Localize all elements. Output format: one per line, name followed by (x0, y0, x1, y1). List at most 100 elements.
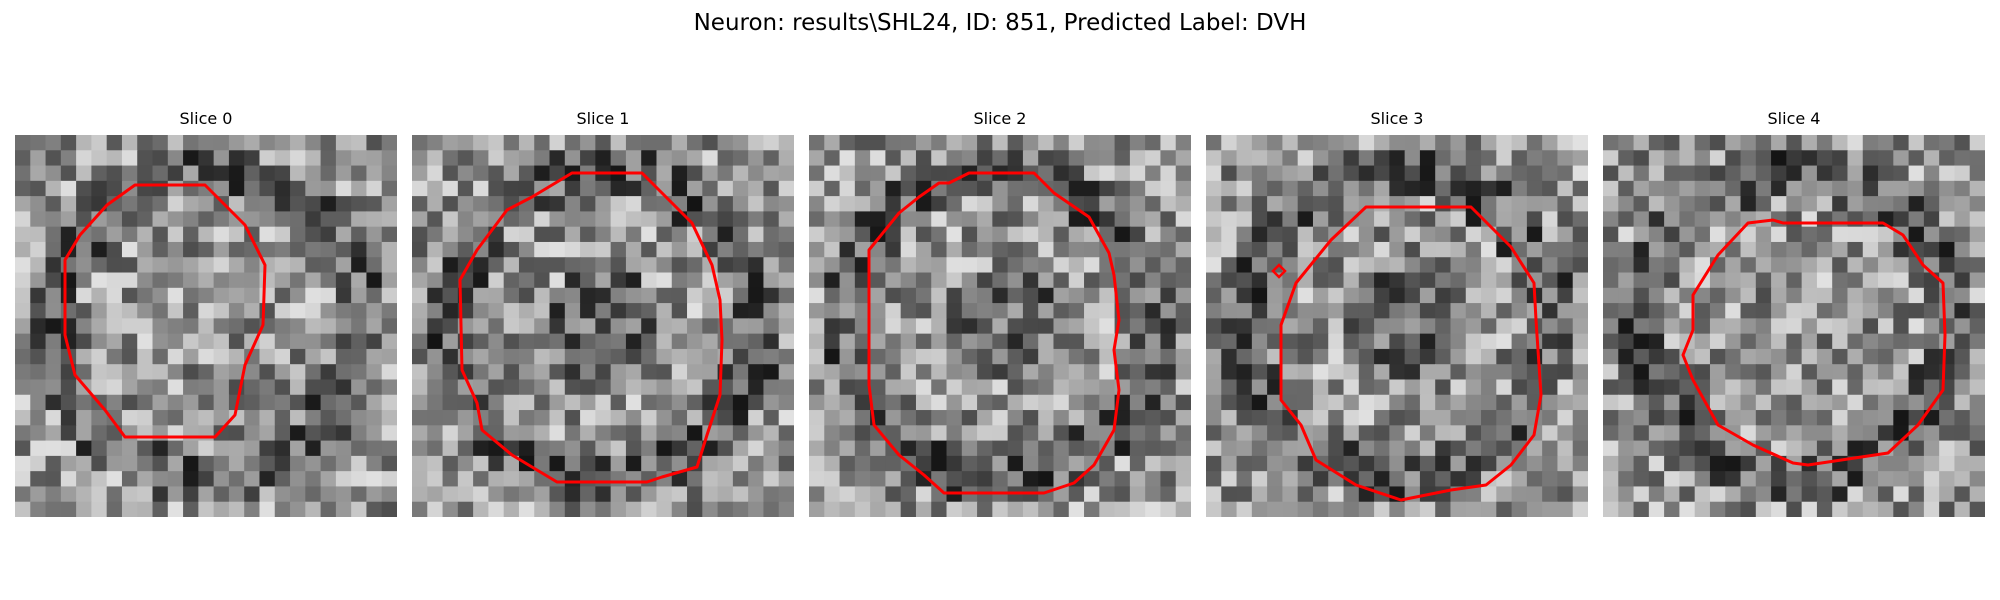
pixel (961, 394, 978, 411)
pixel (1923, 501, 1940, 517)
pixel (778, 318, 794, 335)
pixel (1358, 364, 1375, 381)
pixel (473, 303, 489, 319)
pixel (1572, 196, 1588, 212)
pixel (76, 272, 92, 289)
pixel (1389, 394, 1406, 411)
pixel (1725, 333, 1742, 350)
pixel (1312, 303, 1329, 319)
pixel (885, 135, 902, 151)
slice-panel-2: Slice 2 (809, 109, 1191, 517)
pixel (1740, 165, 1757, 182)
pixel (1022, 379, 1039, 396)
pixel (305, 348, 322, 365)
pixel (290, 318, 306, 335)
pixel (412, 455, 428, 472)
pixel (1939, 440, 1956, 457)
pixel (152, 318, 169, 335)
pixel (45, 272, 62, 289)
pixel (473, 241, 489, 258)
pixel (1267, 379, 1283, 396)
pixel (1175, 333, 1191, 350)
pixel (518, 333, 535, 350)
pixel (1618, 272, 1635, 289)
pixel (518, 425, 535, 442)
pixel (1160, 364, 1177, 381)
pixel (1786, 348, 1803, 365)
pixel (1343, 257, 1360, 274)
pixel (1419, 364, 1436, 381)
pixel (1358, 425, 1375, 442)
pixel (915, 211, 932, 228)
pixel (1725, 455, 1742, 472)
pixel (900, 226, 917, 243)
pixel (870, 471, 886, 488)
pixel (412, 440, 428, 457)
pixel (961, 471, 978, 488)
pixel (977, 425, 993, 442)
pixel (228, 318, 245, 335)
pixel (687, 425, 703, 442)
pixel (1969, 471, 1985, 488)
pixel (1358, 180, 1375, 197)
pixel (1160, 241, 1177, 258)
pixel (1603, 272, 1619, 289)
pixel (1847, 303, 1864, 319)
pixel (1129, 364, 1146, 381)
pixel (473, 348, 489, 365)
pixel (488, 410, 505, 426)
slice-panel-0: Slice 0 (15, 109, 397, 517)
pixel (1725, 348, 1742, 365)
pixel (60, 318, 77, 335)
pixel (1374, 333, 1390, 350)
pixel (915, 364, 932, 381)
pixel (732, 180, 749, 197)
pixel (671, 303, 688, 319)
pixel (595, 272, 612, 289)
pixel (1557, 180, 1574, 197)
pixel (824, 486, 841, 503)
pixel (1801, 272, 1818, 289)
pixel (1389, 180, 1406, 197)
pixel (1572, 410, 1588, 426)
pixel (1679, 440, 1696, 457)
pixel (671, 257, 688, 274)
pixel (1816, 226, 1833, 243)
pixel (1404, 287, 1421, 304)
pixel (656, 165, 673, 182)
pixel (1053, 425, 1070, 442)
pixel (1557, 257, 1574, 274)
pixel (717, 241, 734, 258)
pixel (549, 348, 566, 365)
pixel (702, 348, 719, 365)
pixel (961, 150, 978, 167)
pixel (702, 303, 719, 319)
pixel (473, 440, 489, 457)
pixel (1312, 425, 1329, 442)
pixel (335, 303, 352, 319)
pixel (748, 211, 765, 228)
pixel (60, 180, 77, 197)
pixel (671, 379, 688, 396)
pixel (228, 165, 245, 182)
pixel (778, 364, 794, 381)
pixel (1068, 333, 1085, 350)
pixel (839, 348, 856, 365)
pixel (30, 486, 47, 503)
pixel (1236, 303, 1253, 319)
pixel (946, 257, 963, 274)
pixel (1603, 226, 1619, 243)
pixel (1679, 425, 1696, 442)
pixel (366, 272, 383, 289)
pixel (1481, 272, 1497, 289)
pixel (1114, 150, 1131, 167)
pixel (1114, 226, 1131, 243)
pixel (137, 211, 154, 228)
pixel (946, 501, 963, 517)
pixel (1801, 165, 1818, 182)
pixel (1099, 272, 1116, 289)
pixel (442, 486, 459, 503)
pixel (854, 471, 871, 488)
pixel (1221, 348, 1238, 365)
pixel (1496, 318, 1513, 335)
